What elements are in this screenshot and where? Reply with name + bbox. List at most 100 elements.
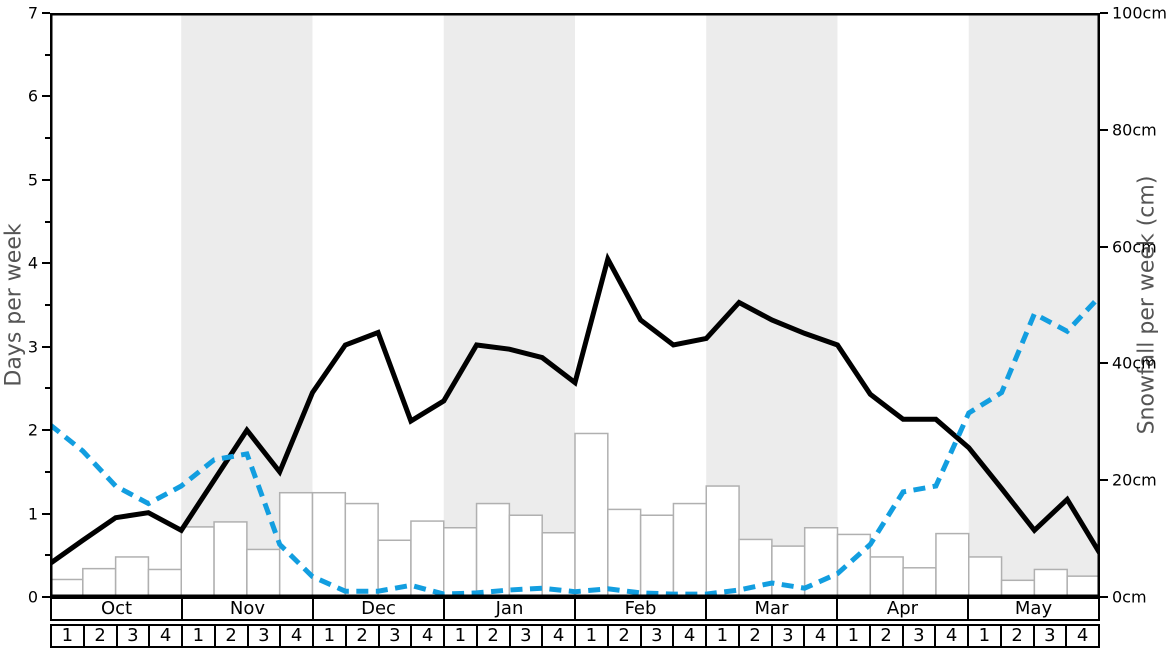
week-cell: 3 — [246, 626, 280, 646]
snow-bar — [1000, 579, 1036, 597]
right-tick-label: 60cm — [1112, 237, 1157, 257]
snow-bar — [574, 432, 609, 597]
left-minor-tick-mark — [45, 387, 50, 390]
right-tick-mark — [1100, 596, 1108, 598]
y-axis-title-left: Days per week — [1, 223, 27, 387]
left-minor-tick-mark — [45, 304, 50, 306]
left-tick-label: 6 — [27, 86, 38, 106]
left-tick-mark — [42, 262, 50, 265]
snow-bar — [836, 533, 872, 597]
week-cell: 1 — [836, 626, 869, 646]
month-cell-may: May — [967, 599, 1098, 619]
week-cell: 4 — [410, 626, 443, 646]
left-tick-label: 0 — [27, 587, 38, 607]
left-tick-mark — [42, 429, 50, 432]
snow-bar — [311, 491, 347, 597]
month-cell-apr: Apr — [836, 599, 967, 619]
week-cell: 2 — [999, 626, 1033, 646]
snowfall-per-week-line — [50, 294, 1100, 597]
snow-bar — [508, 514, 543, 597]
snow-bar — [607, 508, 642, 597]
week-cell: 1 — [443, 626, 476, 646]
left-tick-label: 2 — [27, 420, 38, 440]
snow-bar — [672, 502, 707, 597]
left-tick-mark — [42, 512, 50, 515]
snow-bar — [705, 485, 740, 597]
snow-bar — [968, 556, 1003, 597]
y-axis-title-right: Snowfall per week (cm) — [1134, 175, 1160, 435]
week-cell: 2 — [475, 626, 509, 646]
week-cell: 3 — [377, 626, 411, 646]
snow-bar — [1066, 575, 1100, 597]
left-minor-tick-mark — [45, 53, 50, 56]
right-tick-mark — [1100, 128, 1108, 131]
week-cell: 3 — [1032, 626, 1066, 646]
week-cell: 1 — [312, 626, 345, 646]
left-tick-label: 5 — [27, 170, 38, 190]
snow-bar — [1033, 568, 1068, 597]
left-tick-label: 4 — [27, 253, 38, 273]
week-cell: 1 — [181, 626, 214, 646]
right-tick-label: 40cm — [1112, 353, 1157, 373]
week-cell: 2 — [344, 626, 378, 646]
right-tick-label: 100cm — [1112, 3, 1167, 23]
snow-bar — [50, 578, 84, 597]
week-cell: 2 — [213, 626, 247, 646]
week-cell: 4 — [148, 626, 181, 646]
week-cell: 2 — [868, 626, 902, 646]
left-minor-tick-mark — [45, 554, 50, 557]
snow-bar — [935, 532, 970, 597]
week-cell: 4 — [934, 626, 967, 646]
right-tick-label: 80cm — [1112, 120, 1157, 140]
month-cell-jan: Jan — [443, 599, 574, 619]
snow-bar — [541, 532, 576, 597]
week-cell: 4 — [672, 626, 705, 646]
snow-bar — [443, 527, 478, 597]
snow-bar — [344, 502, 379, 597]
left-minor-tick-mark — [45, 470, 50, 473]
snow-bar — [475, 502, 511, 597]
left-tick-mark — [42, 178, 50, 181]
left-minor-tick-mark — [45, 137, 50, 140]
week-cell: 2 — [737, 626, 771, 646]
plot-area — [50, 13, 1100, 597]
snow-bar — [278, 491, 314, 597]
month-cell-mar: Mar — [705, 599, 836, 619]
right-tick-label: 0cm — [1112, 587, 1147, 607]
week-cell: 3 — [639, 626, 673, 646]
month-cell-dec: Dec — [312, 599, 443, 619]
snow-bar — [246, 548, 281, 597]
week-cell: 2 — [82, 626, 116, 646]
week-cell: 3 — [508, 626, 542, 646]
month-band-jan — [443, 13, 575, 597]
left-tick-mark — [42, 12, 50, 14]
week-cell: 1 — [705, 626, 738, 646]
left-tick-mark — [42, 596, 50, 598]
right-tick-mark — [1100, 12, 1108, 14]
snow-bar — [869, 556, 904, 597]
month-cell-feb: Feb — [574, 599, 705, 619]
week-cell: 4 — [279, 626, 312, 646]
left-minor-tick-mark — [45, 220, 50, 223]
left-tick-mark — [42, 95, 50, 98]
week-cell: 3 — [115, 626, 149, 646]
snow-bar — [114, 556, 150, 597]
right-tick-mark — [1100, 362, 1108, 365]
week-cell: 4 — [541, 626, 574, 646]
week-cell: 1 — [61, 626, 74, 646]
left-tick-label: 3 — [27, 337, 38, 357]
right-tick-mark — [1100, 479, 1108, 482]
week-cell: 2 — [606, 626, 640, 646]
week-cell: 1 — [574, 626, 607, 646]
left-tick-mark — [42, 345, 50, 348]
week-cell: 1 — [967, 626, 1000, 646]
plot-border — [50, 13, 1100, 597]
month-cell-oct: Oct — [100, 599, 133, 619]
week-cell: 3 — [770, 626, 804, 646]
week-cell: 3 — [901, 626, 935, 646]
snow-bar — [213, 521, 248, 597]
snow-bar — [902, 567, 937, 597]
snow-bar — [82, 567, 117, 597]
